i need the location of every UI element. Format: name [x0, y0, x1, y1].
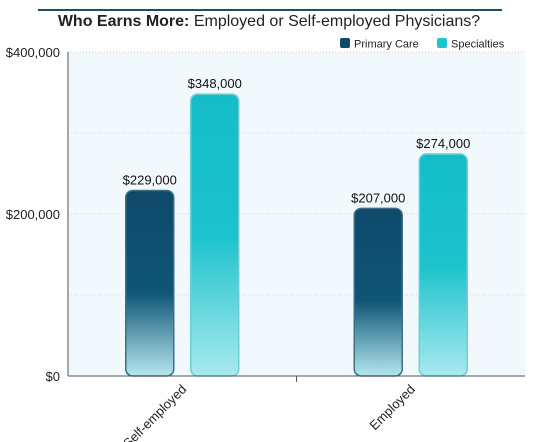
- data-label: $274,000: [416, 136, 470, 151]
- y-tick-label: $400,000: [6, 45, 60, 60]
- y-tick-label: $200,000: [6, 207, 60, 222]
- legend-label: Specialties: [451, 39, 505, 51]
- chart-title-prefix: Who Earns More:: [57, 13, 190, 30]
- x-tick-labels: Self-employed Employed: [120, 382, 418, 442]
- x-tick-label: Employed: [366, 382, 417, 433]
- data-label: $229,000: [123, 173, 177, 188]
- legend-label: Primary Care: [354, 39, 419, 51]
- bar: [125, 189, 175, 377]
- data-label: $207,000: [351, 190, 405, 205]
- bar: [418, 153, 468, 377]
- legend: Primary Care Specialties: [340, 38, 505, 51]
- bar: [353, 207, 403, 377]
- data-labels: $229,000 $348,000 $207,000 $274,000: [123, 76, 471, 205]
- legend-swatch: [340, 38, 350, 48]
- title-rule: [38, 9, 502, 11]
- chart-title-rest: Employed or Self-employed Physicians?: [189, 13, 481, 30]
- axes: [67, 52, 525, 382]
- chart-title: Who Earns More: Employed or Self-employe…: [0, 13, 538, 31]
- legend-swatch: [437, 38, 447, 48]
- y-tick-label: $0: [46, 369, 60, 384]
- data-label: $348,000: [188, 76, 242, 91]
- x-tick-label: Self-employed: [120, 382, 189, 442]
- y-tick-labels: $0 $200,000 $400,000: [6, 45, 60, 384]
- gridlines: [68, 51, 525, 296]
- bar: [190, 93, 240, 377]
